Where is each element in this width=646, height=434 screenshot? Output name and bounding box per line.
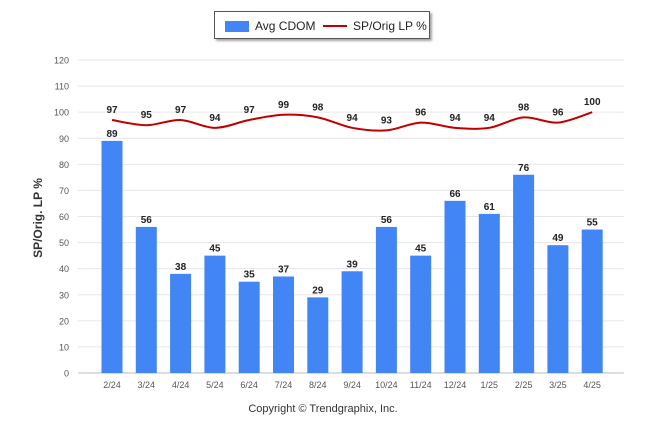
y-tick-label: 110 (55, 82, 69, 92)
line-data-label: 96 (552, 108, 564, 119)
y-tick-label: 40 (59, 264, 69, 274)
y-tick-label: 70 (59, 186, 69, 196)
bar[interactable] (135, 226, 157, 373)
x-tick-label: 3/24 (138, 380, 156, 390)
bar-data-label: 49 (552, 233, 564, 244)
line-data-label: 97 (106, 105, 118, 116)
bar-data-label: 66 (449, 189, 461, 200)
x-tick-label: 3/25 (549, 380, 567, 390)
bar[interactable] (204, 255, 226, 373)
bar[interactable] (101, 140, 123, 373)
bar-data-label: 39 (347, 259, 359, 270)
line-data-label: 98 (518, 102, 530, 113)
line-data-label: 94 (347, 113, 359, 124)
line-data-label: 98 (312, 102, 324, 113)
x-tick-label: 8/24 (309, 380, 327, 390)
bar-data-label: 55 (587, 218, 599, 229)
line-data-label: 94 (209, 113, 221, 124)
legend-label-line: SP/Orig LP % (353, 19, 427, 33)
legend: Avg CDOM SP/Orig LP % (214, 11, 430, 39)
bar-data-label: 56 (141, 215, 153, 226)
gridlines (78, 59, 624, 374)
bar-data-label: 56 (381, 215, 393, 226)
x-tick-label: 11/24 (410, 380, 432, 390)
y-tick-label: 90 (59, 134, 69, 144)
bar[interactable] (444, 200, 466, 373)
x-tick-label: 4/25 (583, 380, 601, 390)
bar[interactable] (581, 229, 603, 373)
y-axis-label: SP/Orig. LP % (31, 178, 45, 258)
y-tick-label: 120 (54, 56, 69, 66)
x-tick-label: 9/24 (343, 380, 361, 390)
line-data-label: 95 (141, 110, 153, 121)
x-tick-label: 6/24 (240, 380, 258, 390)
legend-swatch-bar (225, 20, 249, 32)
x-axis-ticks: 2/24 3/24 4/24 5/24 6/24 7/24 8/24 9/24 10/24 11/… (103, 380, 601, 390)
bar-data-label: 35 (244, 270, 256, 281)
bar-data-label: 89 (106, 129, 118, 140)
x-tick-label: 2/25 (515, 380, 533, 390)
line-data-label: 100 (584, 97, 601, 108)
line-data-label: 97 (175, 105, 187, 116)
series-line[interactable] (111, 111, 593, 132)
bar[interactable] (307, 297, 329, 373)
y-tick-label: 100 (54, 108, 69, 118)
x-tick-label: 7/24 (275, 380, 293, 390)
x-tick-label: 4/24 (172, 380, 190, 390)
y-tick-label: 50 (59, 238, 69, 248)
bar-data-label: 29 (312, 285, 324, 296)
bar-data-labels: 89 56 38 45 35 37 29 39 56 45 66 61 76 49 55 (106, 129, 598, 297)
y-tick-label: 60 (59, 212, 69, 222)
legend-label-bar: Avg CDOM (255, 19, 316, 33)
y-tick-label: 30 (59, 290, 69, 300)
bar[interactable] (170, 273, 192, 373)
bar-data-label: 37 (278, 264, 290, 275)
bar-data-label: 45 (209, 244, 221, 255)
line-data-label: 93 (381, 115, 393, 126)
line-series (111, 111, 593, 132)
bar[interactable] (547, 245, 569, 373)
bar-data-label: 38 (175, 262, 187, 273)
legend-item-line[interactable]: SP/Orig LP % (323, 19, 427, 33)
x-tick-label: 5/24 (206, 380, 224, 390)
legend-item-bar[interactable]: Avg CDOM (225, 19, 315, 33)
line-data-label: 94 (449, 113, 461, 124)
x-tick-label: 12/24 (444, 380, 467, 390)
bar-data-label: 45 (415, 244, 427, 255)
line-data-labels: 97 95 97 94 97 99 98 94 93 96 94 94 98 96 100 (106, 97, 601, 126)
bar[interactable] (478, 213, 500, 373)
y-tick-label: 80 (59, 160, 69, 170)
bar[interactable] (410, 255, 432, 373)
line-data-label: 97 (244, 105, 256, 116)
y-tick-label: 0 (64, 369, 69, 379)
bar[interactable] (513, 174, 535, 373)
copyright-text: Copyright © Trendgraphix, Inc. (248, 403, 398, 415)
bar-data-label: 76 (518, 163, 530, 174)
line-data-label: 99 (278, 100, 290, 111)
line-data-label: 94 (484, 113, 496, 124)
bar[interactable] (273, 276, 294, 373)
y-axis-ticks: 0 10 20 30 40 50 60 70 80 90 100 110 120 (54, 56, 69, 379)
x-tick-label: 2/24 (103, 380, 121, 390)
y-tick-label: 20 (59, 316, 69, 326)
bar-data-label: 61 (484, 202, 496, 213)
bar-series (101, 140, 603, 373)
y-tick-label: 10 (59, 342, 69, 352)
bar[interactable] (375, 226, 397, 373)
bar[interactable] (238, 281, 260, 373)
bar[interactable] (341, 271, 363, 373)
legend-swatch-line (323, 25, 347, 27)
line-data-label: 96 (415, 108, 427, 119)
x-tick-label: 10/24 (375, 380, 398, 390)
x-tick-label: 1/25 (481, 380, 499, 390)
